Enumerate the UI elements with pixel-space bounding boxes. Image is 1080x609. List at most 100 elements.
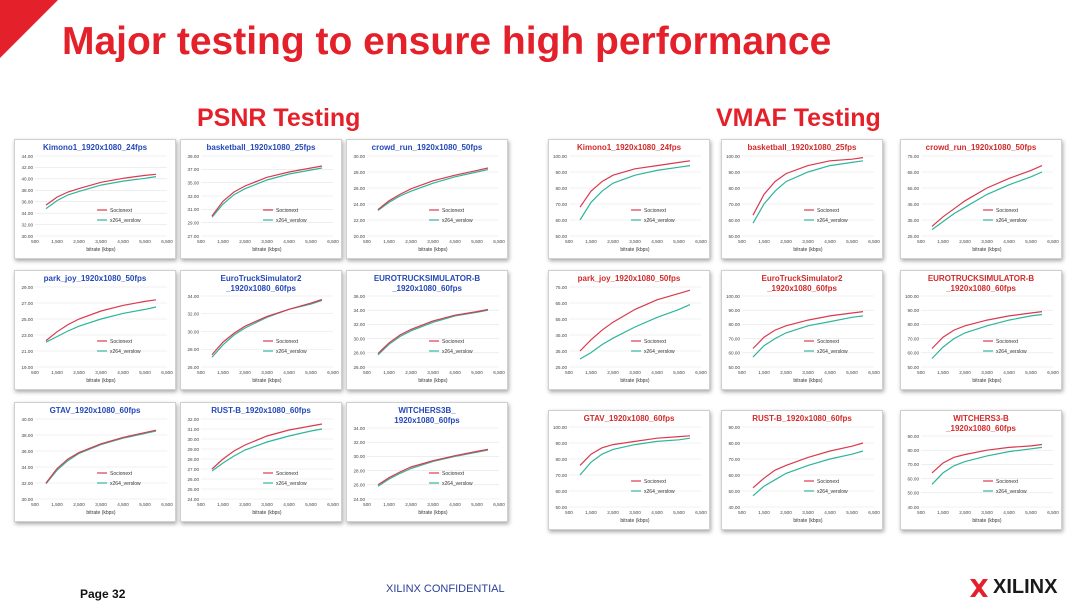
x-tick-label: 500 — [31, 370, 39, 375]
y-tick-label: 32.00 — [354, 440, 366, 445]
y-tick-label: 90.00 — [729, 308, 741, 313]
x-axis-label: bitrate (kbps) — [620, 247, 650, 253]
y-tick-label: 23.00 — [22, 333, 34, 338]
y-tick-label: 45.00 — [556, 333, 568, 338]
chart-title: _1920x1080_60fps — [766, 284, 837, 293]
x-tick-label: 5,500 — [673, 510, 685, 515]
y-tick-label: 28.00 — [188, 347, 200, 352]
x-tick-label: 4,500 — [651, 510, 663, 515]
series-line-socionext — [45, 429, 157, 484]
y-tick-label: 44.00 — [22, 154, 34, 159]
y-tick-label: 70.00 — [729, 202, 741, 207]
x-tick-label: 5,500 — [139, 502, 151, 507]
series-line-socionext — [752, 442, 864, 489]
x-tick-label: 1,500 — [217, 239, 229, 244]
y-tick-label: 100.00 — [553, 425, 567, 430]
legend-socionext-label: Socionext — [996, 339, 1019, 345]
legend-socionext-label: Socionext — [996, 479, 1019, 485]
confidential-label: XILINX CONFIDENTIAL — [386, 583, 505, 595]
x-axis-label: bitrate (kbps) — [620, 378, 650, 384]
y-tick-label: 70.00 — [908, 462, 920, 467]
chart-title: _1920x1080_60fps — [391, 284, 462, 293]
y-tick-label: 90.00 — [556, 441, 568, 446]
vmaf-chart-6: EUROTRUCKSIMULATOR-B _1920x1080_60fps 50.0… — [900, 270, 1062, 390]
x-axis-label: bitrate (kbps) — [252, 378, 282, 384]
series-line-x264-verslow — [752, 315, 864, 358]
x-tick-label: 4,500 — [117, 502, 129, 507]
x-tick-label: 2,500 — [239, 239, 251, 244]
x-tick-label: 4,500 — [824, 370, 836, 375]
page-number: Page 32 — [80, 587, 126, 601]
x-tick-label: 1,500 — [217, 370, 229, 375]
vmaf-chart-7: GTAV_1920x1080_60fps 50.00 60.00 70.00 80.00… — [548, 410, 710, 530]
y-tick-label: 34.00 — [354, 426, 366, 431]
chart-svg: WITCHERS3-B_1920x1080_60fps 40.00 50.00 60.… — [908, 414, 1060, 524]
x-axis-label: bitrate (kbps) — [972, 518, 1002, 524]
y-tick-label: 75.00 — [556, 285, 568, 290]
legend-socionext-label: Socionext — [817, 208, 840, 214]
x-tick-label: 5,500 — [305, 502, 317, 507]
y-tick-label: 50.00 — [729, 234, 741, 239]
x-tick-label: 1,500 — [758, 370, 770, 375]
y-tick-label: 50.00 — [556, 234, 568, 239]
chart-title: _1920x1080_60fps — [945, 424, 1016, 433]
x-tick-label: 3,500 — [95, 502, 107, 507]
y-tick-label: 37.00 — [188, 167, 200, 172]
legend-x264-label: x264_verslow — [442, 349, 473, 355]
series-line-socionext — [752, 157, 864, 216]
x-tick-label: 3,500 — [802, 510, 814, 515]
chart-title: park_joy_1920x1080_50fps — [578, 274, 681, 283]
chart-title: WITCHERS3-B — [953, 414, 1009, 423]
x-tick-label: 5,500 — [305, 370, 317, 375]
x-tick-label: 6,500 — [161, 370, 173, 375]
x-tick-label: 5,500 — [846, 510, 858, 515]
legend-x264-label: x264_verslow — [276, 218, 307, 224]
x-tick-label: 500 — [197, 502, 205, 507]
x-tick-label: 4,500 — [283, 239, 295, 244]
x-tick-label: 5,500 — [471, 370, 483, 375]
y-tick-label: 22.00 — [354, 218, 366, 223]
legend-x264-label: x264_verslow — [817, 218, 848, 224]
x-tick-label: 5,500 — [1025, 370, 1037, 375]
y-tick-label: 30.00 — [354, 154, 366, 159]
x-axis-label: bitrate (kbps) — [793, 518, 823, 524]
legend-socionext-label: Socionext — [644, 339, 667, 345]
legend-x264-label: x264_verslow — [644, 489, 675, 495]
legend-x264-label: x264_verslow — [644, 349, 675, 355]
series-line-socionext — [211, 423, 323, 470]
y-tick-label: 40.00 — [22, 177, 34, 182]
x-tick-label: 2,500 — [73, 370, 85, 375]
x-tick-label: 3,500 — [981, 510, 993, 515]
x-tick-label: 5,500 — [1025, 510, 1037, 515]
legend-socionext-label: Socionext — [442, 471, 465, 477]
legend-socionext-label: Socionext — [276, 471, 299, 477]
x-tick-label: 4,500 — [283, 370, 295, 375]
y-tick-label: 60.00 — [729, 218, 741, 223]
series-line-x264-verslow — [377, 449, 489, 487]
x-tick-label: 1,500 — [585, 510, 597, 515]
x-tick-label: 500 — [363, 502, 371, 507]
y-tick-label: 70.00 — [556, 473, 568, 478]
series-line-socionext — [752, 311, 864, 349]
chart-svg: basketball_1920x1080_25fps 50.00 60.00 70.0… — [726, 143, 880, 253]
y-tick-label: 90.00 — [556, 170, 568, 175]
y-tick-label: 38.00 — [22, 433, 34, 438]
x-tick-label: 2,500 — [959, 239, 971, 244]
y-tick-label: 55.00 — [908, 186, 920, 191]
psnr-chart-8: RUST-B_1920x1080_60fps 24.00 25.00 26.00 27.… — [180, 402, 342, 522]
y-tick-label: 29.00 — [188, 220, 200, 225]
x-tick-label: 3,500 — [261, 370, 273, 375]
x-axis-label: bitrate (kbps) — [972, 247, 1002, 253]
chart-svg: EuroTruckSimulator2_1920x1080_60fps 50.00… — [726, 274, 880, 384]
y-tick-label: 32.00 — [188, 312, 200, 317]
x-tick-label: 5,500 — [673, 370, 685, 375]
x-tick-label: 4,500 — [651, 239, 663, 244]
x-tick-label: 1,500 — [937, 370, 949, 375]
chart-svg: EUROTRUCKSIMULATOR-B_1920x1080_60fps 50.0… — [905, 274, 1059, 384]
x-tick-label: 500 — [31, 502, 39, 507]
y-tick-label: 28.00 — [188, 457, 200, 462]
vmaf-chart-2: basketball_1920x1080_25fps 50.00 60.00 70.0… — [721, 139, 883, 259]
legend-x264-label: x264_verslow — [996, 489, 1027, 495]
y-tick-label: 40.00 — [729, 505, 741, 510]
x-tick-label: 5,500 — [305, 239, 317, 244]
